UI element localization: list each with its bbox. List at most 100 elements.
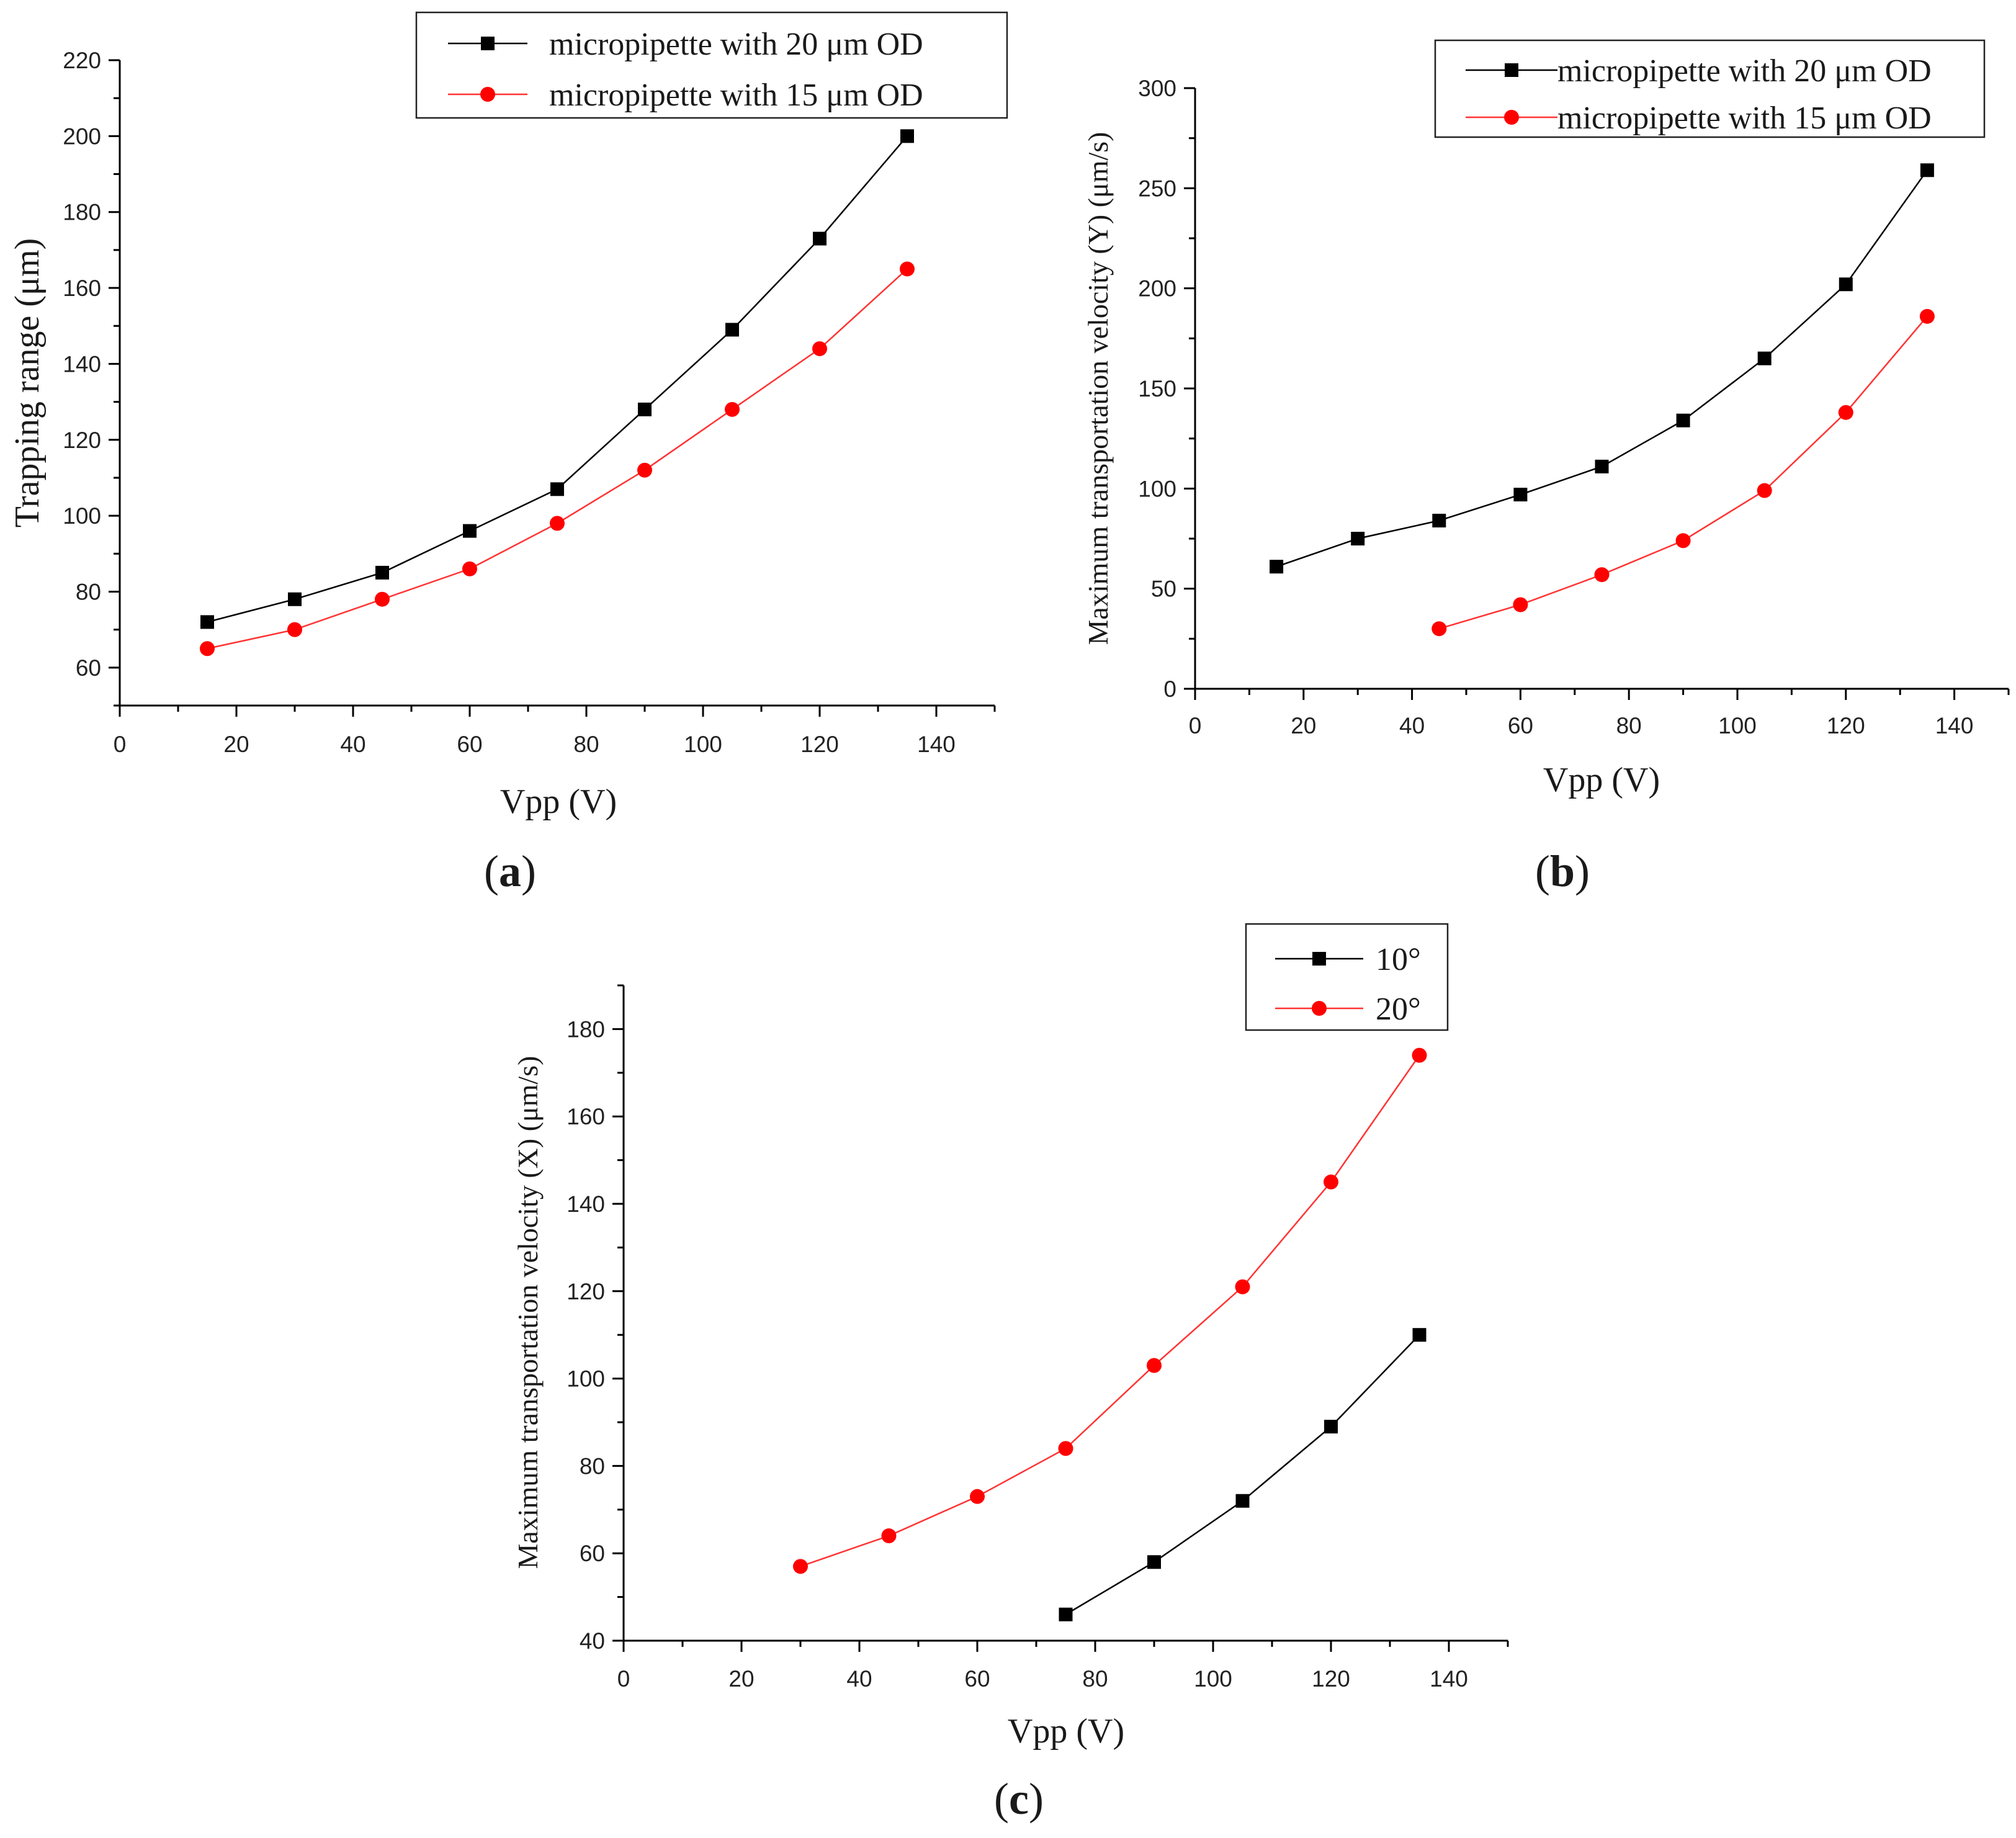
x-tick-label: 140 (1935, 713, 1974, 738)
data-point-circle (637, 462, 652, 478)
chart-panel-b: 0 20 40 60 80 100 120 140 0 50 100 150 200 250 300 Vpp … (1082, 39, 2010, 896)
y-tick-label: 40 (580, 1628, 605, 1654)
data-point-square (1432, 513, 1446, 527)
x-tick-label: 120 (800, 732, 839, 757)
series-line (800, 1054, 1420, 1567)
data-point-square (638, 402, 652, 416)
legend-marker-circle (1504, 110, 1519, 125)
data-point-circle (1147, 1358, 1162, 1373)
data-point-square (1351, 532, 1365, 545)
y-tick-label: 180 (567, 1016, 605, 1042)
chart-panel-a: 0 20 40 60 80 100 120 140 60 80 100 120 140 160 180 200… (8, 11, 1008, 896)
x-tick-label: 40 (340, 732, 365, 757)
legend-box (1245, 923, 1449, 1031)
series-red-circles (793, 1047, 1427, 1574)
data-point-circle (462, 561, 477, 576)
data-point-circle (1412, 1047, 1427, 1063)
legend-box (415, 11, 1008, 119)
y-tick-label: 250 (1138, 176, 1176, 201)
x-tick-label: 40 (1399, 713, 1425, 738)
y-tick-label: 50 (1151, 576, 1176, 602)
panel-label: (c) (994, 1774, 1044, 1824)
y-tick-label: 140 (567, 1191, 605, 1217)
data-point-square (200, 615, 214, 629)
series-line (1065, 1334, 1420, 1615)
data-point-circle (1594, 567, 1610, 583)
legend-marker-square (1505, 63, 1518, 77)
chart-panel-c: 0 20 40 60 80 100 120 140 40 60 80 100 120 140 160 180 V… (512, 923, 1509, 1824)
data-point-circle (725, 401, 740, 417)
data-point-circle (1431, 621, 1447, 637)
x-tick-label: 60 (1508, 713, 1533, 738)
data-point-circle (1513, 597, 1528, 612)
x-tick-label: 60 (457, 732, 482, 757)
data-point-circle (200, 641, 215, 657)
data-point-circle (287, 622, 302, 637)
series-black-squares (1270, 163, 1934, 574)
data-point-circle (1675, 533, 1691, 549)
data-point-circle (881, 1528, 897, 1544)
legend: 10°20° (1245, 923, 1449, 1031)
y-tick-label: 100 (567, 1366, 605, 1392)
x-tick-label: 100 (1718, 713, 1757, 738)
legend-label: micropipette with 15 μm OD (1557, 101, 1932, 136)
x-tick-label: 100 (684, 732, 722, 757)
data-point-circle (1838, 405, 1853, 420)
data-point-square (1920, 163, 1934, 177)
series-black-squares (1059, 1328, 1427, 1621)
data-point-square (900, 129, 914, 143)
data-point-circle (970, 1489, 985, 1504)
data-point-circle (1058, 1441, 1073, 1456)
data-point-circle (1757, 483, 1772, 498)
legend-label: 20° (1376, 992, 1421, 1027)
y-axis-title: Maximum transportation velocity (X) (μm/… (512, 1056, 544, 1569)
y-tick-label: 160 (567, 1104, 605, 1129)
y-tick-label: 120 (63, 428, 101, 453)
panel-label: (b) (1535, 846, 1590, 896)
y-tick-label: 120 (567, 1279, 605, 1304)
y-tick-label: 180 (63, 200, 101, 225)
x-tick-label: 140 (1430, 1666, 1468, 1692)
x-axis-title: Vpp (V) (1543, 761, 1660, 799)
data-point-square (550, 482, 564, 496)
legend: micropipette with 20 μm OD micropipette w… (415, 11, 1008, 119)
legend-marker-square (481, 37, 495, 50)
y-tick-label: 60 (580, 1541, 605, 1566)
series-red-circles (200, 261, 915, 657)
x-tick-label: 0 (1189, 713, 1202, 738)
legend-label: micropipette with 20 μm OD (549, 27, 923, 62)
data-point-square (1412, 1328, 1427, 1342)
x-tick-label: 20 (728, 1666, 754, 1692)
x-tick-label: 80 (1082, 1666, 1108, 1692)
x-tick-label: 100 (1194, 1666, 1232, 1692)
legend-marker-circle (1312, 1001, 1327, 1016)
x-tick-label: 20 (1291, 713, 1316, 738)
data-point-circle (375, 591, 390, 607)
series-line (1276, 169, 1928, 568)
data-point-square (1595, 459, 1609, 473)
y-tick-label: 220 (63, 48, 101, 73)
data-point-square (1324, 1420, 1338, 1434)
series-red-circles (1431, 308, 1935, 637)
y-axis-title: Maximum transportation velocity (Y) (μm/… (1082, 132, 1114, 645)
data-point-square (1059, 1607, 1073, 1621)
data-point-square (1270, 560, 1284, 574)
legend-marker-square (1312, 952, 1326, 966)
legend-label: 10° (1376, 942, 1421, 977)
y-tick-label: 160 (63, 276, 101, 301)
legend-label: micropipette with 15 μm OD (549, 78, 923, 113)
data-point-circle (900, 261, 915, 277)
data-point-square (463, 524, 477, 538)
y-tick-label: 300 (1138, 76, 1176, 101)
y-tick-label: 150 (1138, 376, 1176, 401)
series-line (1438, 316, 1928, 630)
series-black-squares (200, 129, 914, 629)
x-tick-label: 20 (223, 732, 249, 757)
data-point-square (288, 592, 302, 606)
data-point-square (1676, 413, 1690, 428)
data-point-square (375, 565, 389, 580)
y-tick-label: 80 (76, 579, 101, 604)
x-tick-label: 140 (917, 732, 956, 757)
data-point-circle (1324, 1174, 1338, 1190)
